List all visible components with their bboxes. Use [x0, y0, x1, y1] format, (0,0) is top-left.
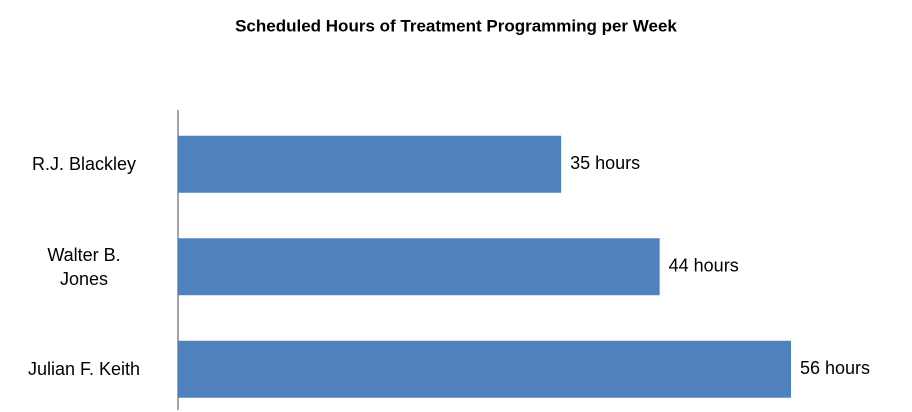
- category-label: Julian F. Keith: [27, 359, 141, 380]
- chart-title: Scheduled Hours of Treatment Programming…: [235, 16, 677, 35]
- data-label: 56 hours: [800, 358, 870, 378]
- data-label: 35 hours: [570, 153, 640, 173]
- bar: [178, 135, 562, 193]
- category-label: Walter B. Jones: [47, 244, 121, 289]
- category-label: R.J. Blackley: [31, 154, 137, 175]
- data-label: 44 hours: [669, 256, 739, 276]
- bar: [178, 340, 791, 398]
- bar: [178, 238, 660, 296]
